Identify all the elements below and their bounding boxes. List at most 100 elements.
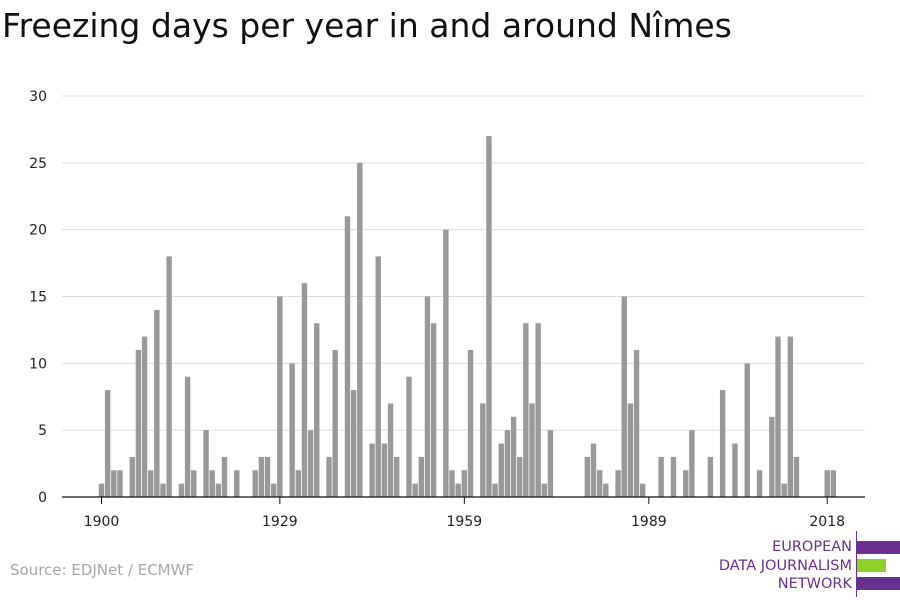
bar-1993 (670, 456, 677, 497)
y-tick-label: 30 (29, 89, 47, 105)
bar-1946 (381, 443, 388, 497)
bar-1918 (209, 470, 215, 497)
bar-2001 (719, 390, 726, 497)
bar-1911 (166, 256, 172, 497)
bar-1942 (357, 162, 363, 497)
bar-1968 (517, 456, 523, 497)
bar-1985 (621, 296, 627, 497)
edjnet-logo: EUROPEAN DATA JOURNALISM NETWORK (700, 531, 900, 597)
bar-1973 (547, 430, 554, 497)
bar-2005 (744, 363, 750, 497)
logo-bar-bottom (857, 577, 900, 590)
bar-1984 (615, 470, 621, 497)
bar-1928 (271, 483, 277, 497)
bar-1953 (424, 296, 431, 497)
bar-1959 (461, 470, 468, 497)
x-tick-label: 2018 (809, 514, 845, 530)
bar-1932 (295, 470, 301, 497)
bar-1947 (387, 403, 394, 497)
y-axis-labels: 0 5 10 15 20 25 30 (29, 89, 47, 506)
x-tick-label: 1900 (84, 514, 120, 530)
chart-title: Freezing days per year in and around Nîm… (2, 6, 732, 45)
bar-1982 (603, 483, 609, 497)
bar-1905 (129, 456, 135, 497)
bar-1902 (111, 470, 117, 497)
bar-1980 (590, 443, 597, 497)
bar-1970 (529, 403, 535, 497)
bar-2003 (732, 443, 738, 497)
bar-1929 (277, 296, 283, 497)
bar-2013 (793, 456, 800, 497)
bar-1987 (633, 349, 640, 497)
bar-1969 (523, 323, 529, 497)
bars (98, 136, 837, 498)
bar-1944 (369, 443, 375, 497)
bar-1922 (234, 470, 240, 497)
logo-divider (856, 531, 857, 597)
bar-1952 (418, 456, 424, 497)
bar-1901 (104, 390, 111, 497)
bar-1995 (683, 470, 689, 497)
logo-bar-top (857, 541, 900, 554)
y-tick-label: 5 (38, 423, 47, 439)
bar-1909 (154, 309, 160, 497)
bar-1950 (406, 376, 412, 497)
bar-1962 (480, 403, 486, 497)
bar-1919 (215, 483, 222, 497)
source-note: Source: EDJNet / ECMWF (10, 561, 195, 579)
x-tick-label: 1929 (262, 514, 298, 530)
bar-1967 (510, 416, 517, 497)
bar-1900 (98, 483, 105, 497)
y-tick-label: 20 (29, 223, 47, 239)
bar-2007 (756, 470, 763, 497)
bar-1966 (504, 430, 511, 497)
bar-1940 (344, 216, 351, 498)
bar-1981 (596, 470, 603, 497)
bar-1933 (301, 283, 308, 497)
bar-1986 (627, 403, 634, 497)
bar-2019 (830, 470, 837, 497)
bar-2012 (787, 336, 793, 497)
bar-1931 (289, 363, 295, 497)
bar-1957 (449, 470, 455, 497)
bar-1914 (184, 376, 191, 497)
bar-1963 (486, 136, 492, 497)
bar-1937 (326, 456, 332, 497)
bar-1991 (658, 456, 664, 497)
logo-line-2: DATA JOURNALISM (718, 557, 852, 574)
bar-1951 (412, 483, 418, 497)
x-tick-label: 1989 (631, 514, 667, 530)
x-axis-ticks: 1900 1929 1959 1989 2018 (84, 497, 845, 530)
bar-1964 (492, 483, 498, 497)
bar-1972 (541, 483, 547, 497)
bar-1945 (375, 256, 381, 497)
bar-1938 (332, 349, 338, 497)
bar-1934 (307, 430, 314, 497)
bar-2010 (775, 336, 781, 497)
bar-1926 (258, 456, 265, 497)
bar-1903 (117, 470, 123, 497)
logo-bar-middle (857, 559, 886, 572)
bar-1979 (584, 456, 591, 497)
bar-1925 (252, 470, 258, 497)
bar-1941 (350, 390, 357, 497)
y-tick-label: 0 (38, 490, 47, 506)
bar-1917 (203, 430, 209, 497)
y-tick-label: 25 (29, 156, 47, 172)
bar-1965 (498, 443, 504, 497)
y-tick-label: 10 (29, 356, 47, 372)
bar-2009 (769, 416, 775, 497)
gridlines (62, 95, 865, 431)
bar-1906 (135, 349, 142, 497)
bar-1958 (455, 483, 461, 497)
bar-1988 (640, 483, 646, 497)
x-tick-label: 1959 (447, 514, 483, 530)
bar-1913 (178, 483, 185, 497)
bar-1960 (467, 349, 474, 497)
bar-1956 (443, 229, 449, 498)
bar-1996 (689, 430, 695, 497)
bar-1954 (430, 323, 437, 497)
bar-1920 (221, 456, 228, 497)
logo-text: EUROPEAN DATA JOURNALISM NETWORK (719, 538, 852, 594)
